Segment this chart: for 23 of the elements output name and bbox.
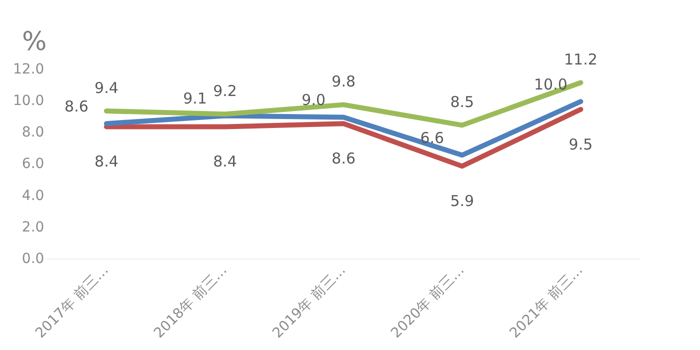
- y-tick-label: 10.0: [13, 93, 44, 110]
- y-axis-title: %: [22, 26, 47, 57]
- data-label: 9.4: [94, 78, 118, 97]
- y-tick-label: 2.0: [22, 219, 44, 236]
- y-tick-label: 4.0: [22, 188, 44, 204]
- y-tick-label: 8.0: [22, 124, 44, 141]
- data-label: 6.6: [420, 129, 444, 148]
- y-tick-label: 12.0: [13, 62, 44, 78]
- data-label: 11.2: [564, 50, 598, 69]
- y-tick-label: 0.0: [22, 250, 44, 267]
- data-label: 8.4: [213, 152, 237, 171]
- data-label: 5.9: [450, 192, 474, 210]
- data-label: 9.2: [213, 82, 237, 100]
- data-label: 9.1: [183, 90, 207, 108]
- data-label: 10.0: [534, 75, 568, 94]
- y-tick-label: 6.0: [22, 156, 44, 172]
- data-label: 8.4: [94, 152, 118, 171]
- data-label: 9.8: [332, 72, 356, 91]
- data-label: 8.6: [332, 149, 356, 168]
- data-label: 8.5: [450, 93, 474, 112]
- data-label: 8.6: [64, 97, 88, 116]
- data-label: 9.0: [302, 91, 326, 110]
- data-label: 9.5: [568, 135, 593, 154]
